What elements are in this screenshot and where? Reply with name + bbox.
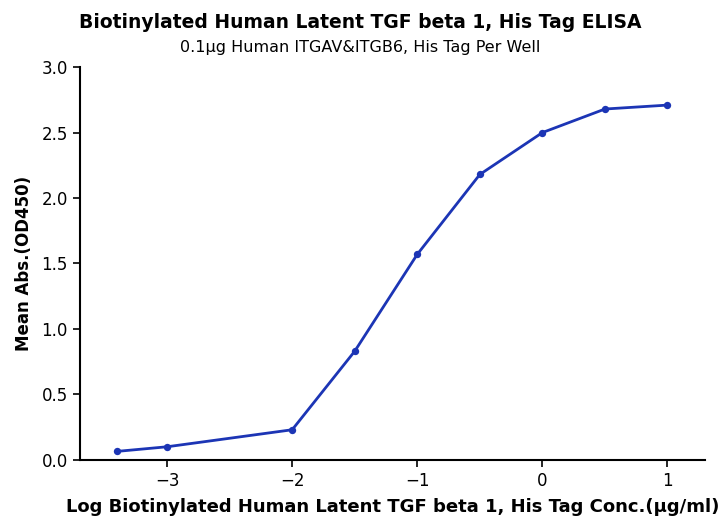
Text: Biotinylated Human Latent TGF beta 1, His Tag ELISA: Biotinylated Human Latent TGF beta 1, Hi… — [78, 13, 642, 32]
Point — [599, 105, 611, 113]
Text: 0.1μg Human ITGAV&ITGB6, His Tag Per Well: 0.1μg Human ITGAV&ITGB6, His Tag Per Wel… — [180, 40, 540, 55]
Y-axis label: Mean Abs.(OD450): Mean Abs.(OD450) — [15, 176, 33, 351]
Point — [287, 425, 298, 434]
X-axis label: Log Biotinylated Human Latent TGF beta 1, His Tag Conc.(μg/ml): Log Biotinylated Human Latent TGF beta 1… — [66, 498, 719, 516]
Point — [536, 129, 548, 137]
Point — [662, 101, 673, 109]
Point — [161, 442, 173, 451]
Point — [474, 170, 485, 179]
Point — [112, 447, 123, 456]
Point — [412, 250, 423, 259]
Point — [349, 347, 361, 355]
